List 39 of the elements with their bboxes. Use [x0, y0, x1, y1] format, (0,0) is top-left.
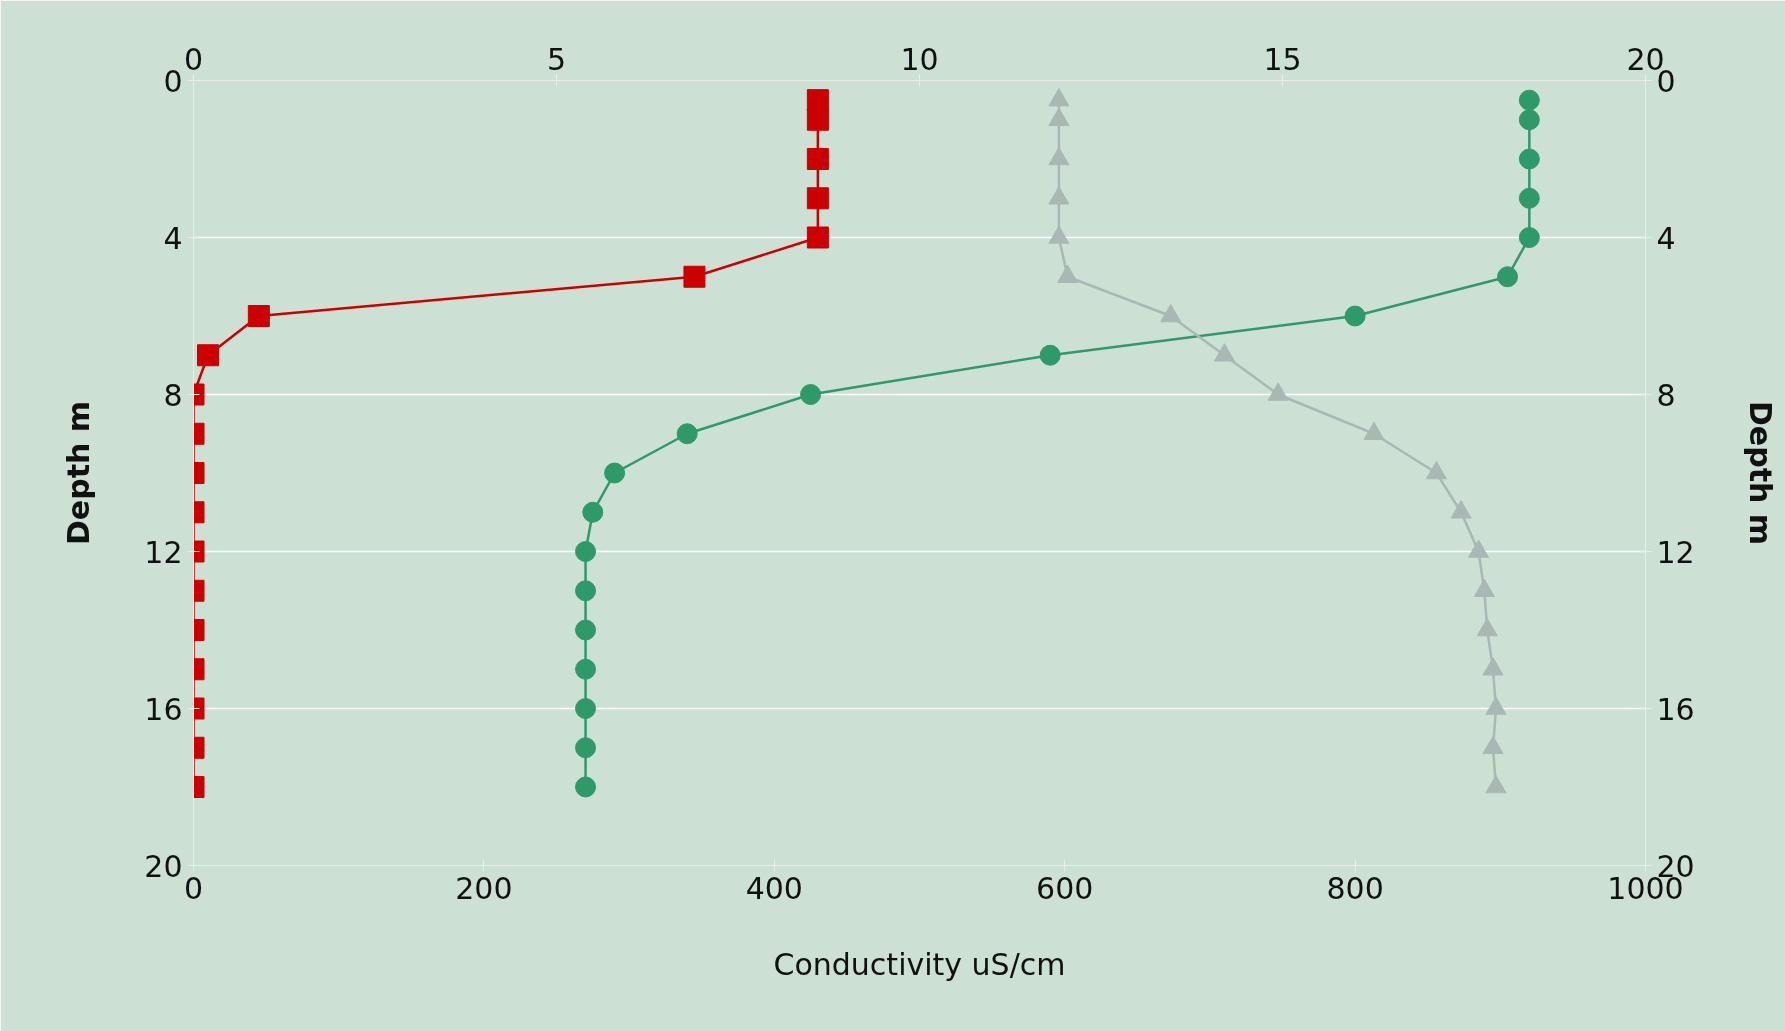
x-tick-label: 600 [1036, 870, 1094, 906]
x-tick-label: 800 [1326, 870, 1384, 906]
point [1425, 460, 1447, 480]
point [1057, 264, 1079, 284]
y2-tick-label: 8 [1656, 377, 1676, 413]
point [1485, 774, 1507, 794]
point [1048, 146, 1070, 166]
point [1160, 303, 1182, 323]
x-tick-label: 200 [455, 870, 513, 906]
point [1468, 539, 1490, 558]
x2-tick-label: 10 [900, 41, 939, 77]
y-tick-label: 12 [144, 534, 183, 570]
point [1213, 343, 1235, 362]
point [1473, 578, 1495, 598]
x2-tick-label: 5 [546, 41, 567, 77]
y2-tick-label: 12 [1656, 534, 1695, 570]
y-tick-label: 0 [163, 63, 183, 99]
point [1267, 382, 1289, 401]
point [1482, 657, 1504, 676]
y2-axis-title: Depth m [1742, 400, 1778, 546]
point [1485, 696, 1507, 715]
point [1482, 735, 1504, 755]
y-tick-label: 4 [163, 220, 183, 256]
y2-tick-label: 4 [1656, 220, 1676, 256]
point [1048, 88, 1070, 107]
y-tick-label: 20 [144, 848, 183, 884]
y-axis-title: Depth m [61, 400, 97, 546]
point [1048, 186, 1070, 205]
point [1048, 107, 1070, 127]
x-tick-label: 400 [745, 870, 803, 906]
point [1048, 225, 1070, 244]
y-tick-label: 16 [144, 691, 183, 727]
y-tick-label: 8 [163, 377, 183, 413]
x2-tick-label: 15 [1263, 41, 1302, 77]
point [1363, 421, 1385, 441]
y2-tick-label: 16 [1656, 691, 1695, 727]
point [1450, 500, 1472, 519]
point [1476, 617, 1498, 637]
x-axis-title: Conductivity uS/cm [773, 946, 1066, 982]
